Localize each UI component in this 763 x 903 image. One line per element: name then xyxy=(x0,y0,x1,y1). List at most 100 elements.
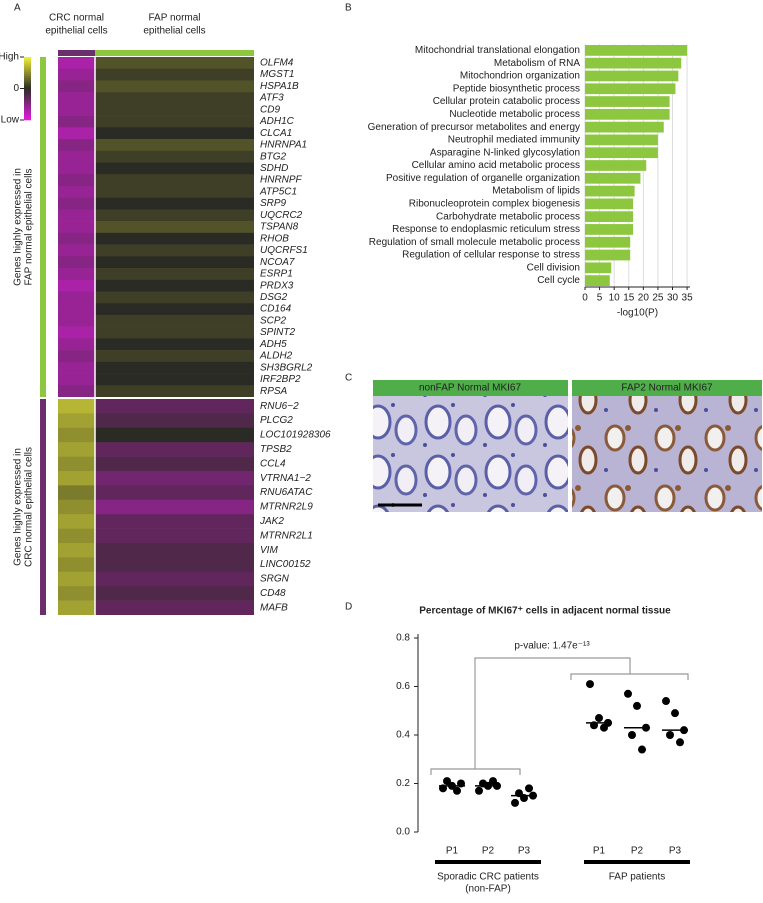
heatmap-cell xyxy=(95,427,254,443)
heatmap-cell xyxy=(58,291,95,304)
histology-image xyxy=(373,396,568,512)
heatmap-cell xyxy=(95,291,254,304)
bar xyxy=(585,96,670,107)
colorbar-segment xyxy=(24,71,31,75)
gene-label: HNRNPA1 xyxy=(260,140,307,151)
colorbar-segment xyxy=(24,99,31,102)
heatmap-cell xyxy=(58,162,95,175)
gene-label: MTRNR2L9 xyxy=(260,502,313,513)
heatmap-cell xyxy=(58,373,95,386)
colorbar-segment xyxy=(24,61,31,64)
image-title: nonFAP Normal MKI67 xyxy=(419,383,522,394)
heatmap-cell xyxy=(95,256,254,269)
column-title: FAP normal xyxy=(148,13,200,24)
bar xyxy=(585,134,658,146)
heatmap-cell xyxy=(58,427,95,443)
dot xyxy=(666,731,674,739)
heatmap-cell xyxy=(95,326,254,339)
heatmap-cell xyxy=(95,279,254,292)
dot xyxy=(624,689,632,698)
colorbar-segment xyxy=(24,84,31,87)
gene-label: LOC101928306 xyxy=(260,430,331,441)
heatmap-cell xyxy=(58,139,95,152)
colorbar-segment xyxy=(24,94,31,98)
category-label: Regulation of cellular response to stres… xyxy=(402,250,580,261)
annotation: p-value: 1.47e⁻¹³ xyxy=(514,641,590,652)
category-label: Cellular amino acid metabolic process xyxy=(412,160,580,171)
heatmap-cell xyxy=(58,92,95,105)
heatmap-cell xyxy=(95,221,254,234)
histology-image xyxy=(572,396,762,512)
heatmap-cell xyxy=(58,485,95,501)
x-tick-label: P2 xyxy=(482,846,495,857)
heatmap-cell xyxy=(58,209,95,222)
category-label: Asparagine N-linked glycosylation xyxy=(430,147,580,158)
panel-label: B xyxy=(345,3,352,14)
bar xyxy=(585,275,610,286)
bar xyxy=(585,236,631,248)
heatmap-cell xyxy=(58,471,95,486)
x-tick-label: 25 xyxy=(652,293,664,304)
x-tick-label: 30 xyxy=(667,293,679,304)
group-label: FAP normal epithelial cells xyxy=(24,168,35,285)
category-label: Regulation of small molecule metabolic p… xyxy=(369,237,580,248)
gene-label: DSG2 xyxy=(260,292,288,303)
colorbar-segment xyxy=(24,117,31,121)
gene-label: BTG2 xyxy=(260,151,287,162)
x-tick-label: P3 xyxy=(518,846,531,857)
category-label: Peptide biosynthetic process xyxy=(453,83,580,94)
heatmap-cell xyxy=(58,499,95,515)
colorbar-segment xyxy=(24,65,31,68)
colorbar-segment xyxy=(24,105,31,108)
gene-label: RHOB xyxy=(260,233,289,244)
group-label: (non-FAP) xyxy=(465,884,511,895)
gene-label: UQCRFS1 xyxy=(260,245,308,256)
heatmap-cell xyxy=(58,68,95,81)
heatmap-cell xyxy=(58,314,95,327)
dot xyxy=(671,709,679,718)
heatmap-cell xyxy=(95,57,254,70)
heatmap-cell xyxy=(95,68,254,81)
colorbar-segment xyxy=(24,101,31,104)
colorbar-segment xyxy=(24,69,31,72)
dot xyxy=(662,697,670,706)
gene-label: TPSB2 xyxy=(260,444,292,455)
bar xyxy=(585,262,612,274)
colorbar-segment xyxy=(24,57,31,60)
heatmap-cell xyxy=(58,442,95,457)
heatmap-cell xyxy=(95,373,254,386)
gene-label: MAFB xyxy=(260,602,288,613)
colorbar-segment xyxy=(24,109,31,112)
x-tick-label: P2 xyxy=(631,846,644,857)
bar xyxy=(585,70,679,82)
heatmap-cell xyxy=(95,162,254,175)
category-label: Nucleotide metabolic process xyxy=(449,109,580,120)
heatmap-cell xyxy=(95,185,254,198)
heatmap-cell xyxy=(95,514,254,529)
group-bar xyxy=(435,860,541,864)
gene-label: VTRNA1−2 xyxy=(260,473,311,484)
heatmap-cell xyxy=(95,485,254,501)
gene-label: SRP9 xyxy=(260,198,287,209)
dot xyxy=(586,680,594,689)
panel-label: A xyxy=(14,3,21,14)
heatmap-cell xyxy=(58,197,95,210)
group-label: CRC normal epithelial cells xyxy=(24,447,35,567)
category-label: Cellular protein catabolic process xyxy=(433,96,580,107)
group-label: Sporadic CRC patients xyxy=(437,872,539,883)
category-label: Cell cycle xyxy=(537,275,580,286)
significance-bracket xyxy=(430,657,689,775)
y-tick-label: 0.4 xyxy=(396,730,410,741)
heatmap-cell xyxy=(95,471,254,486)
bar xyxy=(585,224,634,235)
dot xyxy=(511,798,519,807)
bar xyxy=(585,185,635,197)
gene-label: NCOA7 xyxy=(260,257,295,268)
group-label: FAP patients xyxy=(609,872,666,883)
gene-label: JAK2 xyxy=(259,516,284,527)
heatmap-cell xyxy=(95,314,254,327)
heatmap-cell xyxy=(58,586,95,601)
heatmap-cell xyxy=(95,209,254,222)
heatmap-cell xyxy=(95,557,254,573)
x-tick-label: 35 xyxy=(682,293,694,304)
